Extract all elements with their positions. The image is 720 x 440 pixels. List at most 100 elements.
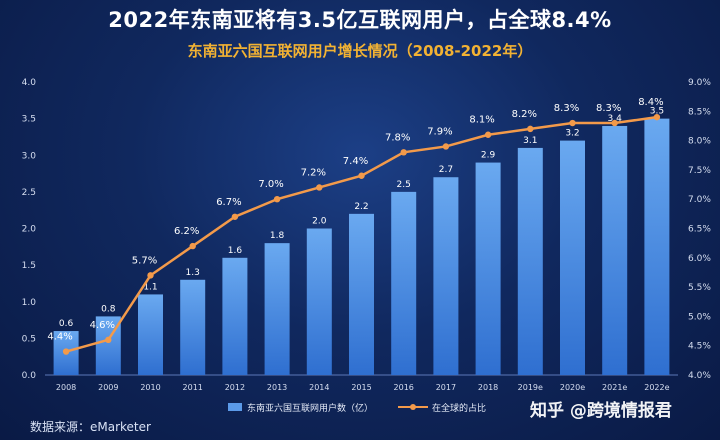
- line-value-label: 7.2%: [301, 167, 326, 178]
- line-value-label: 7.8%: [385, 132, 410, 143]
- y-right-tick-label: 8.0%: [688, 137, 711, 147]
- line-point: [358, 172, 365, 179]
- legend: 东南亚六国互联网用户数（亿） 在全球的占比: [228, 402, 486, 414]
- line-value-label: 8.2%: [512, 109, 537, 120]
- line-point: [105, 336, 112, 344]
- bar-value-label: 2.2: [354, 202, 368, 212]
- line-point: [62, 348, 70, 355]
- x-tick-label: 2016: [394, 383, 414, 392]
- y-left-tick-label: 0.0: [22, 371, 37, 381]
- y-left-tick-label: 0.5: [22, 334, 36, 344]
- bar-value-label: 2.0: [312, 217, 327, 227]
- bar-value-label: 2.7: [439, 165, 453, 175]
- data-source: 数据来源：eMarketer: [30, 420, 151, 434]
- x-tick-label: 2017: [436, 383, 456, 392]
- bar: [180, 279, 206, 375]
- line-value-label: 7.9%: [427, 126, 452, 137]
- y-right-tick-label: 5.5%: [688, 283, 711, 293]
- y-left-tick-label: 4.0: [22, 78, 37, 88]
- bar: [391, 191, 417, 375]
- bar: [602, 125, 628, 375]
- line-point: [189, 242, 196, 250]
- x-tick-label: 2011: [183, 383, 203, 392]
- legend-swatch-line-marker: [410, 404, 416, 410]
- bar-value-label: 3.1: [523, 136, 537, 146]
- y-left-tick-label: 3.0: [22, 151, 37, 161]
- line-point: [569, 119, 576, 127]
- line-point: [231, 213, 239, 220]
- x-tick-label: 2012: [225, 383, 245, 392]
- line-value-label: 4.6%: [90, 320, 115, 331]
- line-value-label: 7.4%: [343, 156, 368, 167]
- y-right-tick-label: 7.5%: [688, 166, 711, 176]
- x-tick-label: 2021e: [602, 383, 627, 392]
- x-tick-label: 2014: [309, 383, 329, 392]
- bar-value-label: 3.5: [650, 107, 664, 117]
- y-right-tick-label: 4.5%: [688, 342, 711, 352]
- y-right-tick-label: 6.0%: [688, 254, 711, 264]
- line-value-label: 7.0%: [258, 179, 283, 190]
- bar: [264, 243, 290, 375]
- bar-value-label: 0.8: [101, 304, 116, 314]
- bar-value-label: 1.6: [228, 246, 243, 256]
- line-point: [611, 119, 618, 127]
- line-point: [484, 131, 492, 138]
- line-value-label: 4.4%: [47, 332, 72, 343]
- y-left-tick-label: 2.5: [22, 188, 36, 198]
- line-value-label: 8.4%: [638, 97, 663, 108]
- x-tick-label: 2010: [140, 383, 160, 392]
- bar-value-label: 3.4: [608, 114, 623, 124]
- line-point: [147, 272, 154, 279]
- x-tick-label: 2015: [351, 383, 371, 392]
- line-point: [273, 196, 281, 203]
- bar: [475, 162, 501, 375]
- bar: [560, 140, 585, 375]
- legend-label-bars: 东南亚六国互联网用户数（亿）: [247, 402, 373, 414]
- bar: [517, 147, 543, 375]
- bar: [644, 118, 670, 375]
- y-right-tick-label: 9.0%: [688, 78, 711, 88]
- line-point: [400, 149, 407, 156]
- line-value-label: 8.3%: [596, 103, 621, 114]
- y-right-tick-label: 4.0%: [688, 371, 711, 381]
- bar-series: 0.6 0.8 1.1 1.3 1.6 1.8 2.0 2.2 2.5 2.7 2.9 3.1 3.2 3…: [53, 107, 670, 375]
- headline: 2022年东南亚将有3.5亿互联网用户，占全球8.4%: [108, 8, 612, 32]
- bar: [306, 228, 332, 375]
- bar: [222, 257, 248, 375]
- bar: [349, 213, 374, 375]
- legend-label-line: 在全球的占比: [432, 402, 486, 414]
- bar-value-label: 1.1: [143, 282, 157, 292]
- y-left-tick-label: 1.0: [22, 298, 37, 308]
- x-tick-label: 2013: [267, 383, 287, 392]
- y-left-tick-label: 1.5: [22, 261, 36, 271]
- line-value-label: 6.7%: [216, 197, 241, 208]
- bar: [138, 294, 163, 375]
- line-point: [653, 113, 661, 121]
- x-tick-label: 2018: [478, 383, 498, 392]
- line-point: [527, 125, 534, 133]
- x-tick-label: 2008: [56, 383, 76, 392]
- y-left-tick-label: 3.5: [22, 115, 36, 125]
- x-tick-label: 2022e: [644, 383, 669, 392]
- bar-value-label: 0.6: [59, 319, 74, 329]
- axes: 0.0 0.5 1.0 1.5 2.0 2.5 3.0 3.5 4.0 4.0% 4.5% 5.0% 5…: [22, 78, 712, 392]
- x-tick-label: 2009: [98, 383, 118, 392]
- bar: [433, 177, 459, 375]
- line-value-label: 6.2%: [174, 226, 199, 237]
- line-value-label: 8.3%: [554, 103, 579, 114]
- line-point: [442, 143, 450, 150]
- line-series: 4.4% 4.6% 5.7% 6.2% 6.7% 7.0% 7.2% 7.4% 7.8% 7.9%…: [47, 97, 664, 355]
- y-right-tick-label: 6.5%: [688, 225, 711, 235]
- bar-value-label: 1.8: [270, 231, 285, 241]
- watermark: 知乎 @跨境情报君: [530, 401, 672, 421]
- bar-value-label: 2.5: [397, 180, 411, 190]
- chart-title: 东南亚六国互联网用户增长情况（2008-2022年）: [187, 42, 533, 60]
- bar-value-label: 3.2: [565, 129, 579, 139]
- y-right-tick-label: 7.0%: [688, 195, 711, 205]
- line-value-label: 8.1%: [469, 115, 494, 126]
- y-right-tick-label: 5.0%: [688, 312, 711, 322]
- y-left-tick-label: 2.0: [22, 225, 37, 235]
- bar-value-label: 1.3: [186, 268, 200, 278]
- x-tick-label: 2019e: [518, 383, 543, 392]
